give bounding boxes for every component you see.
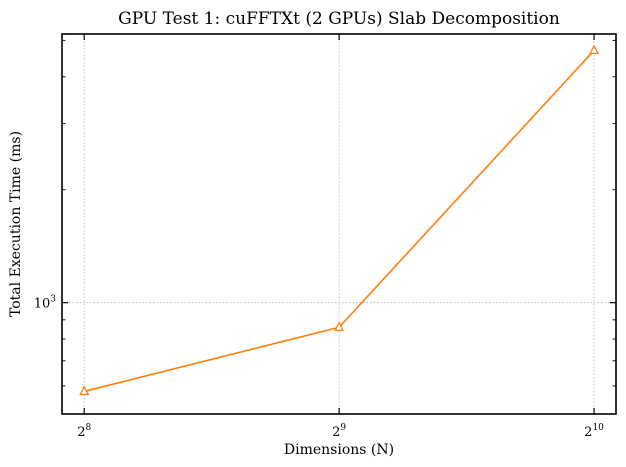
data-point xyxy=(588,44,600,55)
x-axis-label: Dimensions (N) xyxy=(284,442,394,458)
y-axis-label: Total Execution Time (ms) xyxy=(8,131,24,317)
series-layer xyxy=(79,44,600,396)
x-tick-label: 28 xyxy=(77,423,91,440)
x-tick-label: 210 xyxy=(584,423,604,440)
y-tick-label: 103 xyxy=(34,295,57,312)
data-point xyxy=(79,385,90,396)
ticks: 28 29 210 103 xyxy=(34,34,616,440)
chart-title: GPU Test 1: cuFFTXt (2 GPUs) Slab Decomp… xyxy=(118,9,560,29)
grid xyxy=(62,34,616,414)
x-tick-label: 29 xyxy=(332,423,346,440)
data-point xyxy=(334,321,345,331)
plot-frame xyxy=(61,33,617,415)
